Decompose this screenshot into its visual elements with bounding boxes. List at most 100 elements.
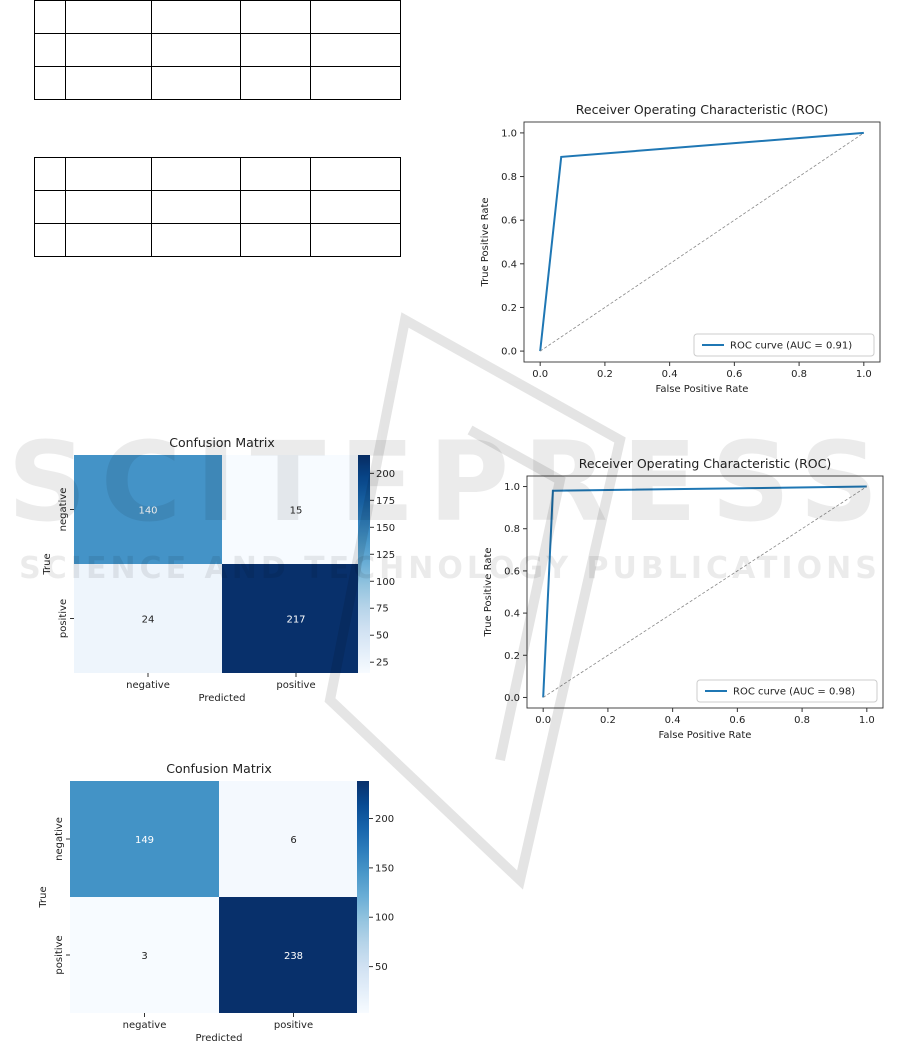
table-cell xyxy=(151,190,241,224)
table-row xyxy=(34,66,401,100)
y-axis-label: True Positive Rate xyxy=(480,197,491,287)
x-tick-label: 0.6 xyxy=(729,715,745,726)
table-row xyxy=(34,0,401,34)
table-cell xyxy=(64,190,153,224)
x-tick-label: 0.2 xyxy=(600,715,616,726)
table-cell xyxy=(34,190,66,224)
y-axis-label: True xyxy=(42,553,53,575)
table-cell xyxy=(64,66,153,100)
y-axis-label: True xyxy=(38,886,49,908)
heatmap-cell xyxy=(219,897,368,1013)
colorbar-tick-label: 150 xyxy=(375,863,394,874)
table-cell xyxy=(310,66,401,100)
heatmap-cell xyxy=(74,455,222,564)
table-cell xyxy=(64,157,153,191)
table-cell xyxy=(239,190,312,224)
x-tick-label: 0.8 xyxy=(791,369,807,380)
heatmap-cell xyxy=(70,781,219,897)
colorbar-tick-label: 75 xyxy=(376,604,389,615)
y-tick-label: 1.0 xyxy=(504,482,520,493)
confusion-matrix-chart-1: Confusion Matrix 140 15 24 217 negative positi… xyxy=(42,435,395,704)
x-tick-label: 0.8 xyxy=(794,715,810,726)
table-cell xyxy=(310,223,401,257)
chart-title: Confusion Matrix xyxy=(169,435,275,450)
plot-frame xyxy=(526,475,884,709)
x-tick-label: 0.2 xyxy=(597,369,613,380)
y-tick-label: 0.4 xyxy=(504,609,520,620)
heatmap-cell xyxy=(74,564,222,673)
x-tick-label: negative xyxy=(126,680,170,691)
table-cell xyxy=(64,223,153,257)
colorbar xyxy=(357,781,369,1013)
table-cell xyxy=(310,33,401,67)
table-cell xyxy=(239,157,312,191)
colorbar-tick-label: 200 xyxy=(376,469,395,480)
table-cell xyxy=(310,190,401,224)
colorbar-tick-label: 50 xyxy=(375,962,388,973)
legend-box xyxy=(696,679,878,703)
table-cell xyxy=(34,157,66,191)
chance-diagonal-line xyxy=(542,486,868,698)
table-row xyxy=(34,157,401,191)
cell-value-label: 6 xyxy=(290,835,296,846)
table-cell xyxy=(239,33,312,67)
heatmap-cell xyxy=(70,897,219,1013)
roc-curve-line xyxy=(542,485,867,698)
x-tick-label: 0.0 xyxy=(532,369,548,380)
table-cell xyxy=(239,0,312,34)
x-tick-label: positive xyxy=(276,680,315,691)
table-cell xyxy=(64,33,153,67)
x-tick-label: 0.0 xyxy=(535,715,551,726)
table-cell xyxy=(151,0,241,34)
roc-curve-line xyxy=(539,131,864,352)
colorbar-tick-label: 50 xyxy=(376,631,389,642)
y-tick-label: negative xyxy=(58,488,69,532)
table-cell xyxy=(34,66,66,100)
cell-value-label: 140 xyxy=(138,506,157,517)
table-cell xyxy=(239,223,312,257)
y-axis-label: True Positive Rate xyxy=(483,547,494,637)
heatmap-cell xyxy=(222,564,370,673)
confusion-matrix-chart-2: Confusion Matrix 149 6 3 238 negative positive… xyxy=(38,761,394,1043)
table-cell xyxy=(310,157,401,191)
x-tick-label: 0.4 xyxy=(665,715,681,726)
legend-label: ROC curve (AUC = 0.91) xyxy=(730,341,852,352)
heatmap-cell xyxy=(222,455,370,564)
colorbar-tick-label: 150 xyxy=(376,523,395,534)
roc-chart-2: Receiver Operating Characteristic (ROC) 0… xyxy=(483,456,884,741)
cell-value-label: 15 xyxy=(290,506,303,517)
y-tick-label: 0.6 xyxy=(501,216,517,227)
colorbar-tick-label: 100 xyxy=(375,913,394,924)
y-tick-label: 0.2 xyxy=(501,303,517,314)
chance-diagonal-line xyxy=(539,132,865,352)
y-tick-label: 1.0 xyxy=(501,128,517,139)
colorbar-tick-label: 175 xyxy=(376,496,395,507)
cell-value-label: 24 xyxy=(142,615,155,626)
x-tick-label: positive xyxy=(274,1020,313,1031)
table-cell xyxy=(34,33,66,67)
table-cell xyxy=(34,0,66,34)
colorbar xyxy=(358,455,370,673)
x-tick-label: 0.4 xyxy=(662,369,678,380)
table-cell xyxy=(34,223,66,257)
legend-label: ROC curve (AUC = 0.98) xyxy=(733,687,855,698)
y-tick-label: 0.0 xyxy=(504,693,520,704)
empty-table-1 xyxy=(34,0,401,100)
x-tick-label: 1.0 xyxy=(856,369,872,380)
colorbar-tick-label: 100 xyxy=(376,577,395,588)
colorbar-tick-label: 200 xyxy=(375,814,394,825)
y-tick-label: 0.2 xyxy=(504,651,520,662)
x-axis-label: False Positive Rate xyxy=(656,384,749,395)
y-tick-label: 0.6 xyxy=(504,566,520,577)
y-tick-label: 0.0 xyxy=(501,347,517,358)
table-cell xyxy=(151,33,241,67)
colorbar-tick-label: 125 xyxy=(376,550,395,561)
table-cell xyxy=(151,66,241,100)
empty-table-2 xyxy=(34,157,401,257)
y-tick-label: 0.8 xyxy=(504,524,520,535)
x-axis-label: False Positive Rate xyxy=(659,730,752,741)
x-axis-label: Predicted xyxy=(199,693,246,704)
table-row xyxy=(34,33,401,67)
cell-value-label: 217 xyxy=(286,615,305,626)
roc-chart-1: Receiver Operating Characteristic (ROC) 0… xyxy=(480,102,881,395)
